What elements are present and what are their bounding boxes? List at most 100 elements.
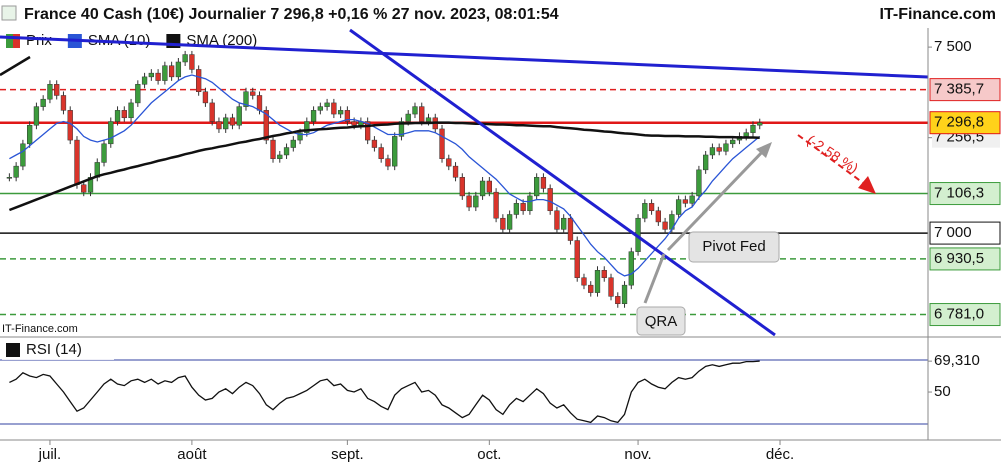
candle	[527, 195, 533, 212]
candle	[628, 251, 634, 286]
candle	[236, 106, 242, 126]
candle	[277, 154, 283, 159]
candle	[574, 240, 580, 278]
candle	[162, 65, 168, 81]
candle	[331, 102, 337, 115]
candle	[60, 95, 67, 111]
candle	[351, 121, 357, 126]
arrow	[797, 134, 867, 186]
candle	[365, 121, 371, 141]
candle	[547, 188, 553, 212]
candle	[446, 158, 452, 167]
level-label-bg	[929, 182, 1001, 206]
candle	[479, 180, 486, 197]
candle	[500, 217, 506, 230]
x-tick-label: sept.	[331, 446, 364, 463]
candle	[473, 195, 479, 208]
arrow	[666, 148, 766, 252]
candle	[128, 102, 134, 119]
candle	[439, 128, 445, 159]
candle	[87, 177, 94, 193]
candle	[263, 110, 269, 141]
legend-label: SMA (10)	[88, 32, 151, 49]
candle	[581, 277, 587, 286]
candle	[121, 110, 127, 119]
candle	[419, 106, 425, 122]
candle	[216, 121, 222, 130]
level-label-bg	[929, 247, 1001, 271]
level-label: 6 930,5	[934, 250, 984, 267]
level-label: 7 385,7	[934, 81, 984, 98]
candle	[405, 113, 411, 122]
candle	[135, 84, 141, 104]
candle	[540, 177, 547, 189]
x-tick-label: juil.	[38, 446, 62, 463]
candle	[20, 143, 26, 167]
series-line	[8, 121, 760, 212]
candle	[108, 121, 114, 145]
candle	[730, 139, 736, 145]
candle	[648, 203, 655, 212]
y-tick-label: 7 500	[934, 38, 972, 55]
candle	[297, 132, 303, 141]
candle	[682, 199, 689, 204]
candle	[243, 91, 249, 107]
candle	[723, 143, 729, 152]
candle	[621, 284, 628, 305]
level-label: 6 781,0	[934, 306, 984, 323]
candle	[493, 191, 499, 219]
watermark: IT-Finance.com	[2, 323, 78, 335]
candle	[337, 110, 344, 115]
candle	[182, 54, 188, 63]
candle	[689, 195, 695, 204]
x-tick-label: nov.	[624, 446, 651, 463]
candle	[425, 117, 432, 122]
candle	[385, 158, 391, 167]
candle	[209, 102, 215, 122]
arrow-head	[756, 142, 772, 158]
candle	[561, 217, 567, 230]
candle	[615, 296, 621, 305]
level-label: 7 000	[934, 224, 972, 241]
candle	[196, 69, 202, 92]
level-label: 7 296,8	[934, 114, 984, 131]
candle	[534, 177, 540, 197]
candle	[189, 54, 195, 70]
y-tick-label: 50	[934, 383, 951, 400]
candle	[304, 121, 310, 133]
level-label-bg	[929, 221, 1001, 245]
annotation: Pivot Fed	[702, 238, 765, 255]
candle	[290, 139, 296, 148]
candle	[283, 147, 290, 156]
candle	[33, 106, 40, 126]
candle	[317, 106, 323, 111]
candle	[506, 214, 513, 230]
header-icon	[1, 5, 17, 21]
candle	[114, 110, 121, 122]
candle	[398, 121, 405, 137]
candle	[13, 165, 19, 178]
candle	[270, 139, 276, 159]
candle	[175, 61, 182, 78]
candle	[310, 110, 317, 122]
candle	[601, 270, 607, 278]
x-tick-label: déc.	[766, 446, 794, 463]
candle	[101, 143, 107, 163]
candle	[392, 136, 398, 167]
x-tick-label: oct.	[477, 446, 501, 463]
header-brand: IT-Finance.com	[880, 6, 996, 23]
candle	[662, 221, 668, 230]
candle	[250, 91, 256, 96]
candle	[40, 98, 46, 107]
candle	[378, 147, 384, 159]
candle	[6, 177, 13, 179]
candle	[642, 203, 648, 219]
level-label-bg	[929, 303, 1001, 327]
candle	[324, 102, 330, 107]
candle	[223, 117, 229, 130]
legend-swatch	[13, 34, 20, 48]
annotation-box	[688, 231, 780, 263]
candle	[716, 147, 722, 152]
